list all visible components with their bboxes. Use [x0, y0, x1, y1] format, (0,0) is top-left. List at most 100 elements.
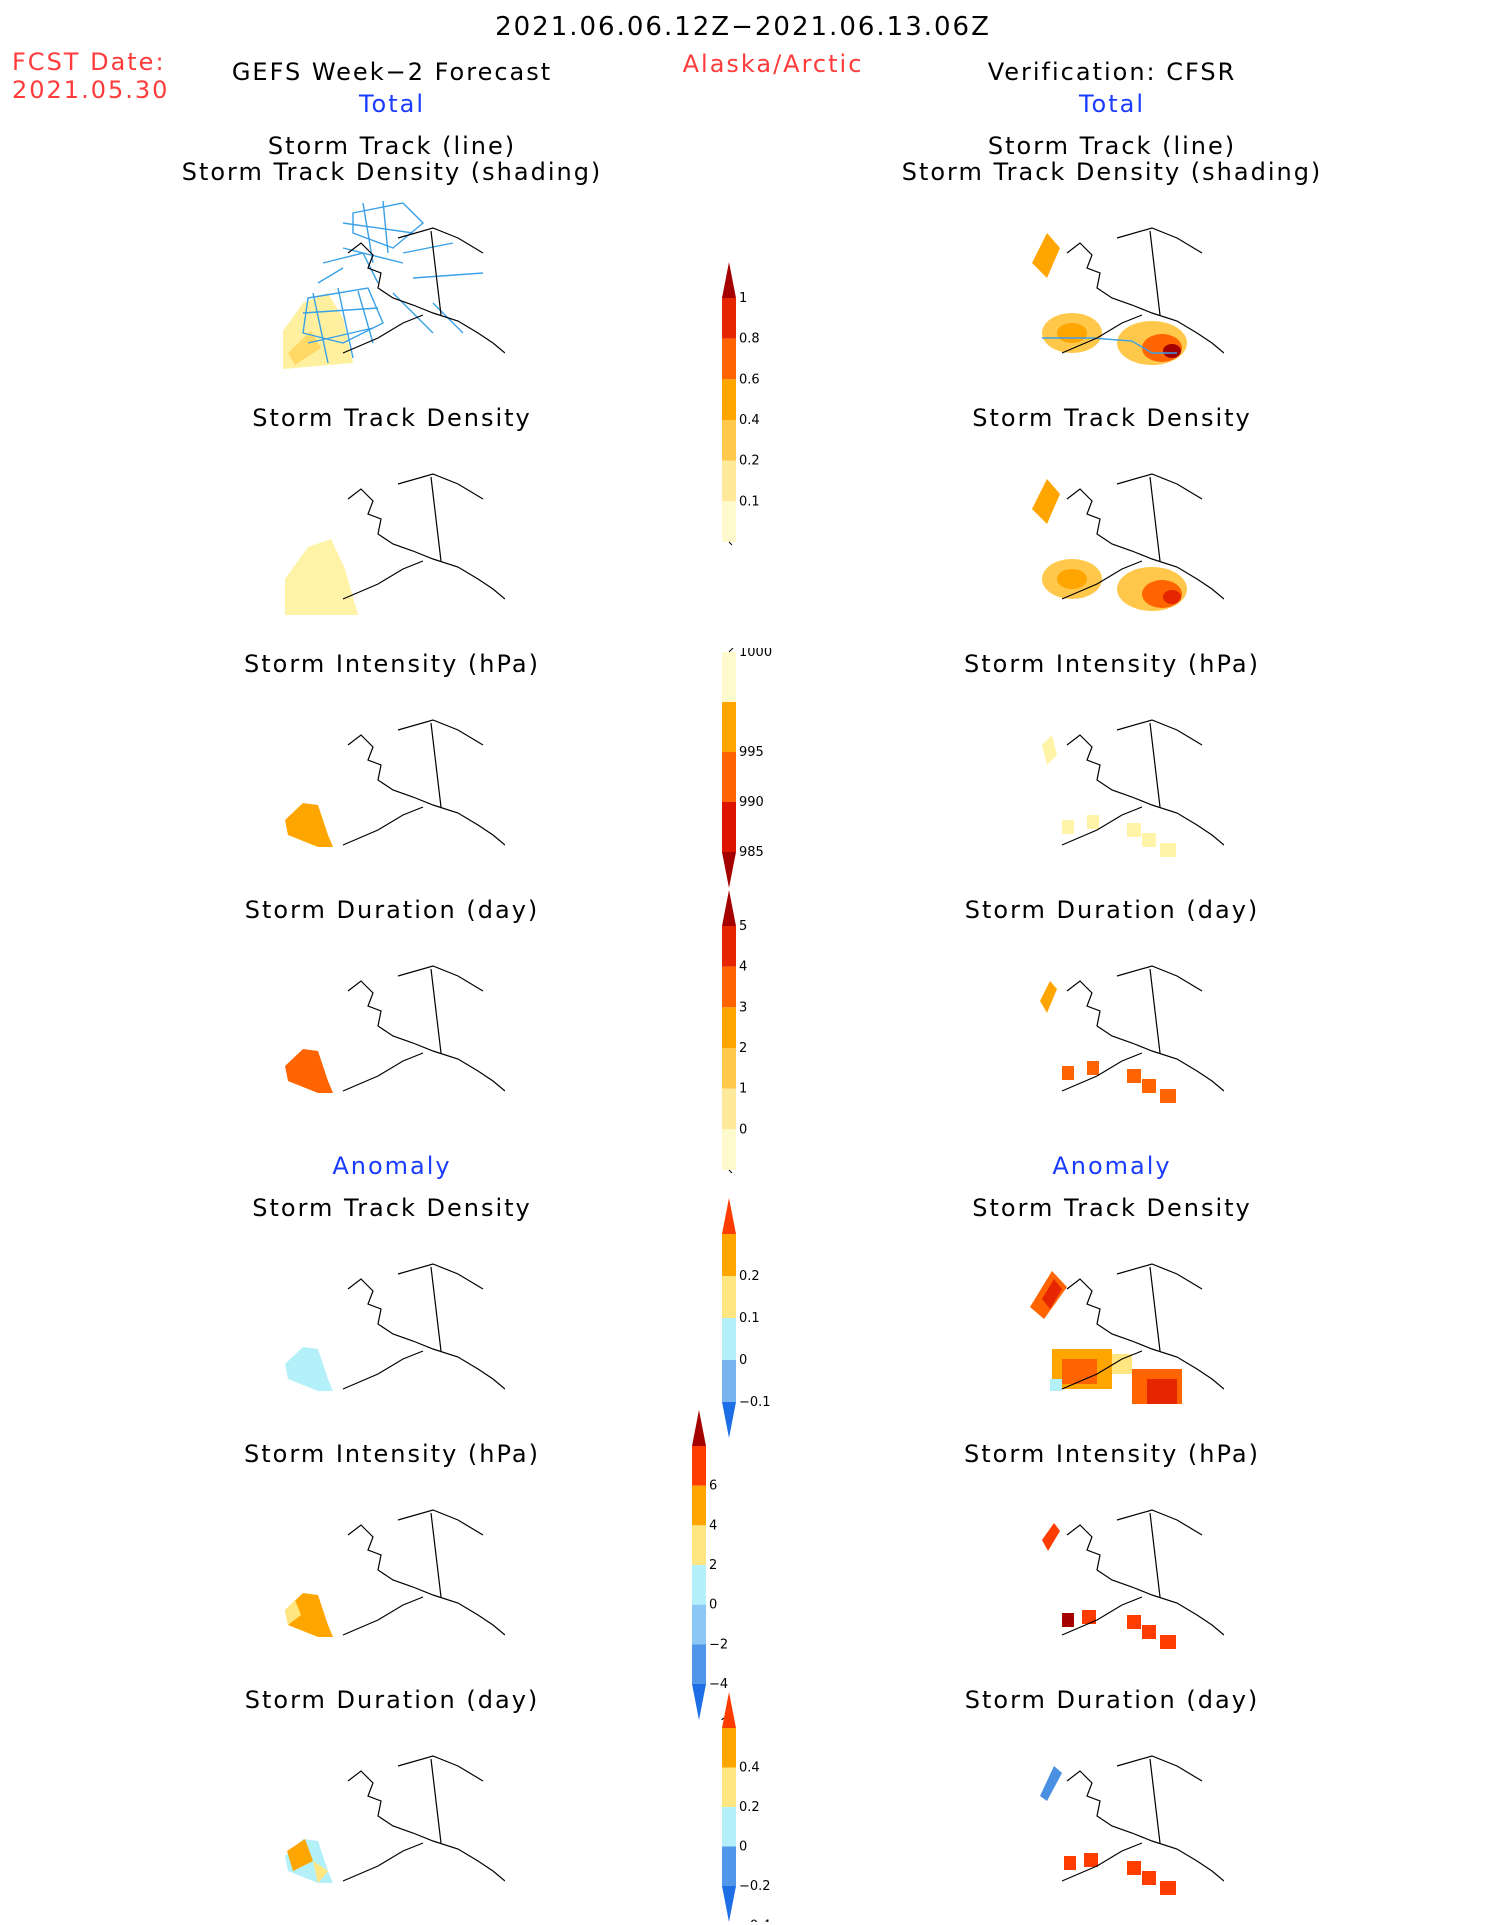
right-track-map [1002, 193, 1224, 373]
right-anomaly-label: Anomaly [1052, 1152, 1171, 1180]
colorbar-tick-label: 0 [739, 1840, 747, 1855]
colorbar-tick-label: 4 [739, 960, 747, 975]
colorbar-segment [722, 1007, 736, 1048]
colorbar-segment [722, 298, 736, 339]
colorbar-segment [692, 1565, 706, 1605]
colorbar-tick-label: 0.1 [739, 1311, 760, 1326]
left-anom-intensity-map [283, 1475, 505, 1655]
colorbar-segment [722, 1847, 736, 1887]
left-density-title: Storm Track Density [252, 404, 531, 432]
colorbar-tick-label: −0.4 [739, 1919, 771, 1923]
right-anom-intensity-title: Storm Intensity (hPa) [964, 1440, 1260, 1468]
colorbar-tick-label: 0.6 [739, 372, 760, 387]
colorbar-intensity-anom: 6 4 2 0 −2 −4 −6 [690, 1410, 770, 1720]
right-anom-intensity-map [1002, 1475, 1224, 1655]
colorbar-tick-label: −0.2 [739, 1879, 771, 1894]
colorbar-segment [722, 420, 736, 461]
colorbar-bottom-triangle [722, 852, 736, 888]
left-anom-duration-title: Storm Duration (day) [245, 1686, 540, 1714]
colorbar-tick-label: 1000 [739, 648, 772, 660]
colorbar-segment [692, 1486, 706, 1526]
colorbar-density-total: 1 0.8 0.6 0.4 0.2 0.1 [720, 262, 800, 546]
colorbar-segment [722, 752, 736, 802]
right-anom-density-title: Storm Track Density [972, 1194, 1251, 1222]
colorbar-tick-label: −2 [709, 1637, 728, 1652]
left-track-line-title: Storm Track (line) [268, 132, 516, 160]
right-anom-duration-map [1002, 1721, 1224, 1901]
colorbar-segment [722, 1318, 736, 1360]
colorbar-segment [722, 926, 736, 967]
colorbar-tick-label: 985 [739, 845, 764, 860]
left-anom-density-title: Storm Track Density [252, 1194, 531, 1222]
colorbar-segment [722, 1089, 736, 1130]
colorbar-duration-anom: 0.4 0.2 0 −0.2 −0.4 [720, 1692, 800, 1922]
colorbar-segment [722, 1129, 736, 1170]
colorbar-segment [692, 1525, 706, 1565]
colorbar-segment [722, 967, 736, 1008]
left-anom-duration-map [283, 1721, 505, 1901]
right-intensity-map [1002, 685, 1224, 865]
colorbar-segment [722, 501, 736, 542]
colorbar-segment [722, 1768, 736, 1808]
region-title: Alaska/Arctic [683, 50, 864, 78]
colorbar-tick-label: 0.4 [739, 1761, 760, 1776]
colorbar-tick-label: 0 [709, 1598, 717, 1613]
left-track-map [283, 193, 505, 373]
left-track-shading-title: Storm Track Density (shading) [182, 158, 603, 186]
right-duration-title: Storm Duration (day) [965, 896, 1260, 924]
colorbar-segment [722, 1276, 736, 1318]
colorbar-top-triangle [722, 890, 736, 926]
colorbar-segment [722, 339, 736, 380]
colorbar-bottom-tick [729, 542, 732, 545]
right-column-title: Verification: CFSR [988, 58, 1237, 86]
colorbar-tick-label: 990 [739, 795, 764, 810]
date-range-title: 2021.06.06.12Z−2021.06.13.06Z [495, 12, 991, 42]
colorbar-tick-label: 0.8 [739, 332, 760, 347]
colorbar-tick-label: 2 [739, 1041, 747, 1056]
left-anom-intensity-title: Storm Intensity (hPa) [244, 1440, 540, 1468]
colorbar-tick-label: 0 [739, 1353, 747, 1368]
colorbar-tick-label: 5 [739, 919, 747, 934]
right-density-map [1002, 439, 1224, 619]
right-intensity-title: Storm Intensity (hPa) [964, 650, 1260, 678]
colorbar-segment [722, 461, 736, 502]
colorbar-tick-label: 0.4 [739, 413, 760, 428]
colorbar-bottom-triangle [692, 1684, 706, 1720]
colorbar-top-triangle [692, 1410, 706, 1446]
colorbar-bottom-tick [729, 1170, 732, 1173]
colorbar-tick-label: −0.1 [739, 1395, 771, 1410]
colorbar-top-tick [729, 648, 733, 652]
colorbar-density-anom: 0.2 0.1 0 −0.1 −0.2 [720, 1198, 800, 1438]
left-total-label: Total [359, 90, 425, 118]
left-anom-density-map [283, 1229, 505, 1409]
colorbar-tick-label: 0.2 [739, 454, 760, 469]
colorbar-intensity-total: 1000995990985980 [720, 648, 800, 888]
colorbar-segment [722, 1048, 736, 1089]
colorbar-segment [722, 1234, 736, 1276]
colorbar-tick-label: 0.2 [739, 1800, 760, 1815]
left-duration-map [283, 931, 505, 1111]
colorbar-segment [692, 1446, 706, 1486]
left-duration-title: Storm Duration (day) [245, 896, 540, 924]
colorbar-duration-total: 5 4 3 2 1 0 [720, 890, 800, 1174]
colorbar-segment [722, 702, 736, 752]
left-intensity-title: Storm Intensity (hPa) [244, 650, 540, 678]
right-anom-duration-title: Storm Duration (day) [965, 1686, 1260, 1714]
colorbar-tick-label: 995 [739, 745, 764, 760]
left-density-map [283, 439, 505, 619]
colorbar-tick-label: 0.1 [739, 494, 760, 509]
colorbar-segment [722, 802, 736, 852]
colorbar-tick-label: 0.2 [739, 1269, 760, 1284]
colorbar-tick-label: −4 [709, 1677, 728, 1692]
left-anomaly-label: Anomaly [332, 1152, 451, 1180]
right-density-title: Storm Track Density [972, 404, 1251, 432]
colorbar-top-triangle [722, 1198, 736, 1234]
fcst-date-label: FCST Date: [12, 48, 166, 76]
colorbar-top-triangle [722, 262, 736, 298]
right-total-label: Total [1079, 90, 1145, 118]
colorbar-segment [722, 652, 736, 702]
colorbar-segment [722, 1728, 736, 1768]
colorbar-tick-label: 1 [739, 1082, 747, 1097]
colorbar-segment [722, 1360, 736, 1402]
colorbar-segment [692, 1605, 706, 1645]
